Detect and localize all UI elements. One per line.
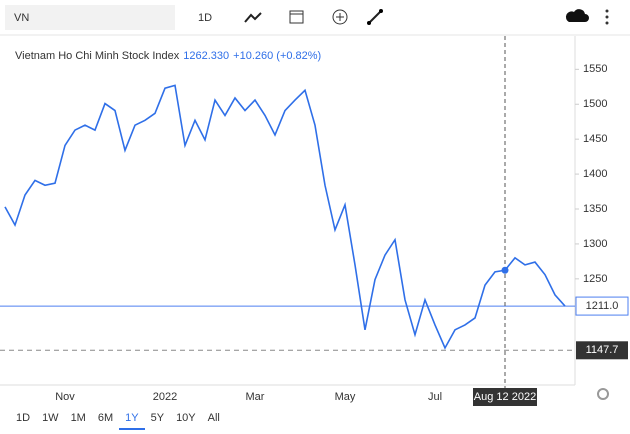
crosshair-point [501, 266, 509, 274]
y-tick-label: 1550 [583, 63, 607, 75]
x-tick-label: Nov [55, 391, 75, 403]
x-tick-label: Mar [246, 391, 265, 403]
download-icon[interactable] [565, 9, 589, 22]
crosshair-label-box [473, 388, 537, 406]
x-tick-label: 2022 [153, 391, 177, 403]
y-tick-label: 1400 [583, 168, 607, 180]
range-button[interactable]: 1W [42, 412, 59, 424]
y-tick-label: 1250 [583, 273, 607, 285]
plot: 1250 1300 1350 1400 1450 1500 1550 Nov 2022 Mar Ma… [0, 36, 629, 406]
range-selector: 1D 1W 1M 6M 1Y 5Y 10Y All [10, 408, 226, 430]
reference-label: 1147.7 [586, 344, 619, 356]
range-button[interactable]: 6M [97, 412, 114, 424]
range-button[interactable]: 10Y [176, 412, 196, 424]
range-button[interactable]: 1M [70, 412, 86, 424]
symbol: VN [14, 12, 29, 24]
range-button[interactable]: 1Y [119, 408, 145, 430]
x-tick-label: May [335, 391, 356, 403]
reference-label: 1211.0 [586, 300, 619, 312]
menu-icon[interactable] [605, 9, 609, 25]
y-tick-label: 1350 [583, 203, 607, 215]
y-tick-label: 1300 [583, 238, 607, 250]
y-tick-label: 1450 [583, 133, 607, 145]
reference-label-box [575, 296, 629, 316]
reference-label-box [576, 341, 628, 360]
title-row: Vietnam Ho Chi Minh Stock Index 1262.330 +… [15, 50, 325, 62]
range-button[interactable]: All [207, 412, 220, 424]
y-tick-label: 1500 [583, 98, 607, 110]
chart-type-icon[interactable] [244, 12, 262, 23]
add-icon[interactable] [332, 9, 348, 25]
crosshair-label: Aug 12 2022 [474, 391, 536, 403]
range-button[interactable]: 1D [16, 412, 31, 424]
draw-icon[interactable] [367, 9, 383, 25]
settings-icon[interactable] [597, 388, 609, 400]
interval[interactable]: 1D [198, 12, 212, 24]
symbol-box[interactable] [5, 5, 175, 30]
change: +10.260 (+0.82%) [233, 50, 322, 62]
calendar-icon[interactable] [289, 10, 304, 24]
price-line [4, 84, 566, 350]
x-tick-label: Jul [428, 391, 442, 403]
title: Vietnam Ho Chi Minh Stock Index [15, 50, 180, 62]
range-button[interactable]: 5Y [150, 412, 165, 424]
price: 1262.330 [183, 50, 230, 62]
